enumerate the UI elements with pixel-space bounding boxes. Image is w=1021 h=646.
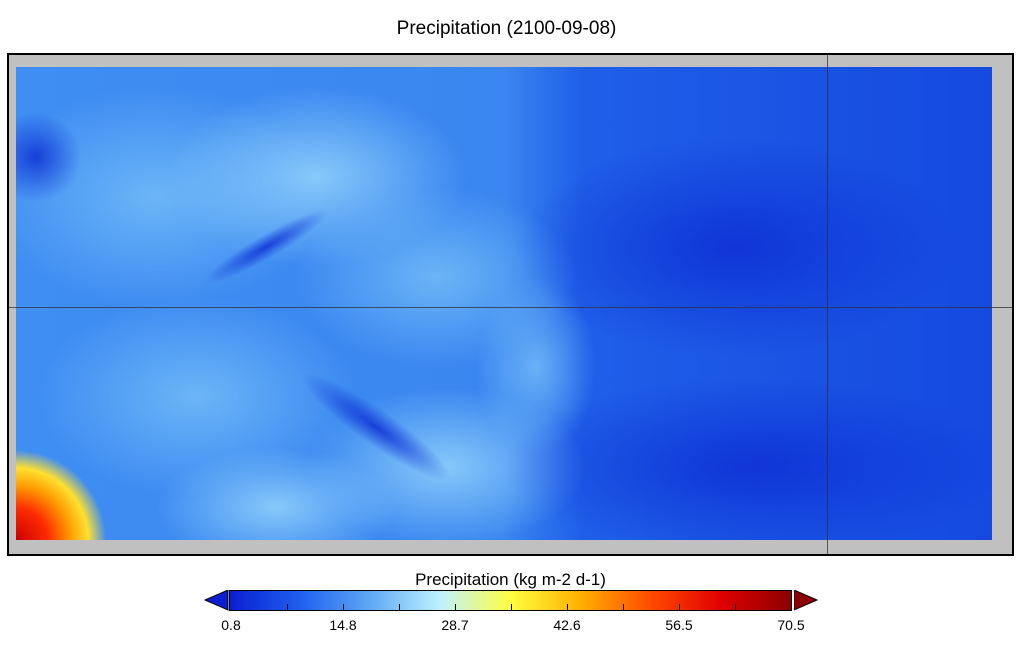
colorbar-tick (735, 604, 736, 610)
colorbar-tick-label: 56.5 (665, 617, 693, 633)
colorbar-tick-label: 0.8 (221, 617, 241, 633)
colorbar (229, 590, 792, 611)
precipitation-raster (16, 67, 992, 540)
colorbar-tick (343, 604, 344, 610)
precipitation-field (16, 67, 992, 540)
longitude-gridline (827, 55, 828, 554)
colorbar-tick-label: 28.7 (441, 617, 469, 633)
colorbar-tick-label: 42.6 (553, 617, 581, 633)
map-title: Precipitation (2100-09-08) (396, 18, 617, 39)
colorbar-tick (679, 604, 680, 610)
colorbar-extend-right-icon (794, 590, 819, 611)
colorbar-extend-left-icon (204, 590, 229, 611)
colorbar-title: Precipitation (kg m-2 d-1) (415, 570, 606, 589)
colorbar-tick (511, 604, 512, 610)
map-frame (7, 53, 1014, 556)
colorbar-tick (623, 604, 624, 610)
colorbar-tick (287, 604, 288, 610)
colorbar-tick-label: 14.8 (329, 617, 357, 633)
colorbar-tick (567, 604, 568, 610)
colorbar-tick-label: 70.5 (777, 617, 805, 633)
latitude-gridline (9, 307, 1012, 308)
colorbar-tick (399, 604, 400, 610)
colorbar-tick (455, 604, 456, 610)
